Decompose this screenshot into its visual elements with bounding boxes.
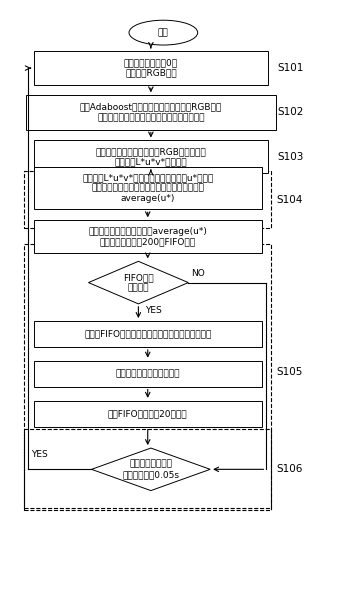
FancyBboxPatch shape bbox=[34, 321, 262, 347]
Text: S106: S106 bbox=[276, 464, 303, 475]
Text: 结合Adaboost算法与金字塔图搜索所述RGB图像
的脸部区域，并确定外脸颊区域为感兴趣区域: 结合Adaboost算法与金字塔图搜索所述RGB图像 的脸部区域，并确定外脸颊区… bbox=[80, 103, 222, 122]
FancyBboxPatch shape bbox=[34, 220, 262, 253]
Text: S105: S105 bbox=[276, 367, 303, 377]
FancyBboxPatch shape bbox=[34, 140, 268, 173]
Bar bbox=[24, 171, 271, 227]
Polygon shape bbox=[91, 448, 210, 491]
FancyBboxPatch shape bbox=[34, 401, 262, 427]
Text: YES: YES bbox=[144, 306, 162, 315]
Text: S101: S101 bbox=[277, 63, 304, 73]
Text: 设置计时初始值为0，
采集一帧RGB图像: 设置计时初始值为0， 采集一帧RGB图像 bbox=[124, 58, 178, 78]
Text: 将所述心率信息有效源信号average(u*)
存放于预设长度为200的FIFO队列: 将所述心率信息有效源信号average(u*) 存放于预设长度为200的FIFO… bbox=[88, 227, 207, 246]
Text: S102: S102 bbox=[277, 107, 304, 118]
Ellipse shape bbox=[129, 21, 198, 45]
FancyBboxPatch shape bbox=[34, 167, 262, 209]
Text: 提取所述重构信号的心率值: 提取所述重构信号的心率值 bbox=[115, 369, 180, 378]
Text: YES: YES bbox=[30, 450, 48, 459]
Text: FIFO队列
是否充满: FIFO队列 是否充满 bbox=[123, 273, 154, 292]
Text: NO: NO bbox=[191, 269, 205, 278]
Text: 获取所述感兴趣区域的所述RGB图像数据，
并转换到L*u*v*色彩空间: 获取所述感兴趣区域的所述RGB图像数据， 并转换到L*u*v*色彩空间 bbox=[95, 147, 206, 166]
FancyBboxPatch shape bbox=[34, 51, 268, 85]
Text: 对所述FIFO队列中的数据小波去噪，得到重构信号: 对所述FIFO队列中的数据小波去噪，得到重构信号 bbox=[84, 329, 211, 338]
Bar bbox=[24, 244, 271, 508]
Text: S103: S103 bbox=[277, 152, 304, 162]
Text: S104: S104 bbox=[276, 195, 303, 205]
Text: 开始: 开始 bbox=[158, 28, 169, 37]
Bar bbox=[24, 429, 271, 510]
FancyBboxPatch shape bbox=[26, 95, 276, 130]
Polygon shape bbox=[89, 261, 188, 304]
Text: 提取所述L*u*v*色彩空间图像数据中的u*通道信
号进行空间像素平均得到心率信息的有效源信号
average(u*): 提取所述L*u*v*色彩空间图像数据中的u*通道信 号进行空间像素平均得到心率信… bbox=[82, 173, 213, 203]
FancyBboxPatch shape bbox=[34, 361, 262, 387]
Text: 删除FIFO队列中前20个数据: 删除FIFO队列中前20个数据 bbox=[108, 409, 188, 418]
Text: 计时时间是否达到
帧间隔预设值0.05s: 计时时间是否达到 帧间隔预设值0.05s bbox=[122, 459, 179, 479]
